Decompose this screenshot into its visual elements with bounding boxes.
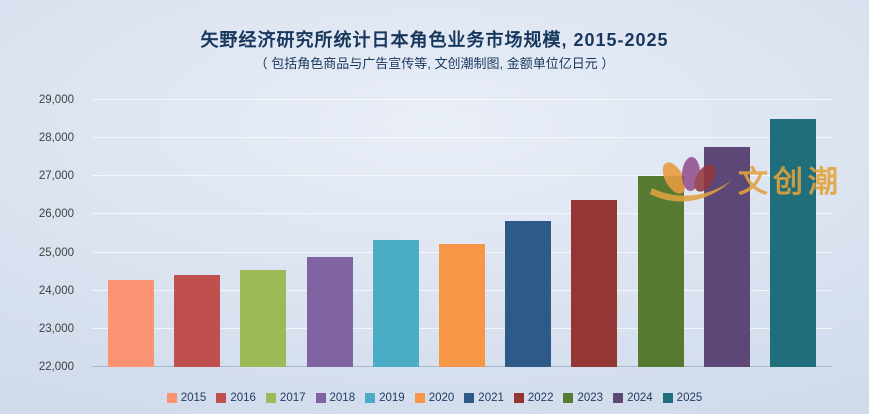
legend-swatch <box>414 393 425 403</box>
legend-swatch <box>513 393 524 403</box>
y-axis: 22,000 23,000 24,000 25,000 26,000 27,000 28,0… <box>0 94 82 373</box>
legend-item: 2015 <box>166 392 207 404</box>
legend-swatch <box>265 393 276 403</box>
legend-item: 2024 <box>613 392 653 404</box>
legend-swatch <box>662 393 673 403</box>
legend-swatch <box>613 393 624 403</box>
bar-2016 <box>174 275 221 367</box>
legend-label: 2016 <box>230 392 256 404</box>
legend-item: 2019 <box>365 392 405 404</box>
legend-item: 2017 <box>265 392 306 404</box>
y-axis-label: 28,000 <box>38 132 74 145</box>
y-axis-label: 24,000 <box>38 284 74 297</box>
legend-label: 2025 <box>676 392 703 404</box>
legend-label: 2021 <box>478 392 504 404</box>
legend-label: 2023 <box>577 392 604 404</box>
legend-label: 2020 <box>428 392 455 404</box>
bars <box>92 100 832 367</box>
bar-2019 <box>372 239 419 367</box>
legend-swatch <box>216 393 227 403</box>
legend-item: 2020 <box>414 392 455 404</box>
bar-slot <box>429 100 495 367</box>
bar-2023 <box>637 176 684 367</box>
bar-2022 <box>571 200 618 367</box>
bar-slot <box>98 100 164 367</box>
chart-subtitle: （ 包括角色商品与广告宣传等, 文创潮制图, 金额单位亿日元 ） <box>254 56 615 71</box>
y-axis-label: 26,000 <box>38 208 74 221</box>
bar-2024 <box>703 146 750 367</box>
bar-slot <box>363 100 429 367</box>
y-axis-label: 27,000 <box>38 170 74 183</box>
bar-2018 <box>306 257 353 367</box>
bar-2015 <box>108 280 155 367</box>
bar-2021 <box>505 221 552 367</box>
bar-slot <box>164 100 230 367</box>
legend-item: 2021 <box>464 392 504 404</box>
legend-swatch <box>315 393 326 403</box>
bar-slot <box>297 100 363 367</box>
legend: 2015 2016 2017 2018 2019 2020 2021 2022 2023 2024… <box>0 392 869 404</box>
legend-item: 2016 <box>216 392 256 404</box>
legend-label: 2019 <box>379 392 405 404</box>
y-axis-label: 22,000 <box>38 361 74 373</box>
legend-item: 2022 <box>513 392 554 404</box>
bar-slot <box>694 100 760 367</box>
legend-label: 2018 <box>329 392 356 404</box>
bar-2017 <box>240 269 287 367</box>
chart-title: 矢野经济研究所统计日本角色业务市场规模, 2015-2025 <box>200 30 669 50</box>
bar-slot <box>230 100 296 367</box>
bar-slot <box>561 100 627 367</box>
y-axis-label: 25,000 <box>38 246 74 259</box>
gridline <box>92 99 832 100</box>
legend-label: 2015 <box>180 392 207 404</box>
y-axis-label: 23,000 <box>38 322 74 335</box>
y-axis-label: 29,000 <box>38 94 74 106</box>
legend-label: 2024 <box>627 392 653 404</box>
bar-slot <box>760 100 826 367</box>
bar-slot <box>495 100 561 367</box>
bar-slot <box>628 100 694 367</box>
legend-item: 2018 <box>315 392 356 404</box>
legend-swatch <box>166 393 177 403</box>
legend-item: 2025 <box>662 392 703 404</box>
plot-area <box>92 99 832 367</box>
bar-2025 <box>769 119 816 367</box>
gridline <box>92 175 832 177</box>
legend-label: 2022 <box>527 392 554 404</box>
legend-swatch <box>365 393 376 403</box>
gridline <box>92 213 832 215</box>
legend-item: 2023 <box>563 392 603 404</box>
legend-swatch <box>464 393 475 403</box>
bar-2020 <box>439 243 486 367</box>
legend-swatch <box>563 393 574 403</box>
legend-label: 2017 <box>279 392 306 404</box>
gridline <box>92 137 832 139</box>
